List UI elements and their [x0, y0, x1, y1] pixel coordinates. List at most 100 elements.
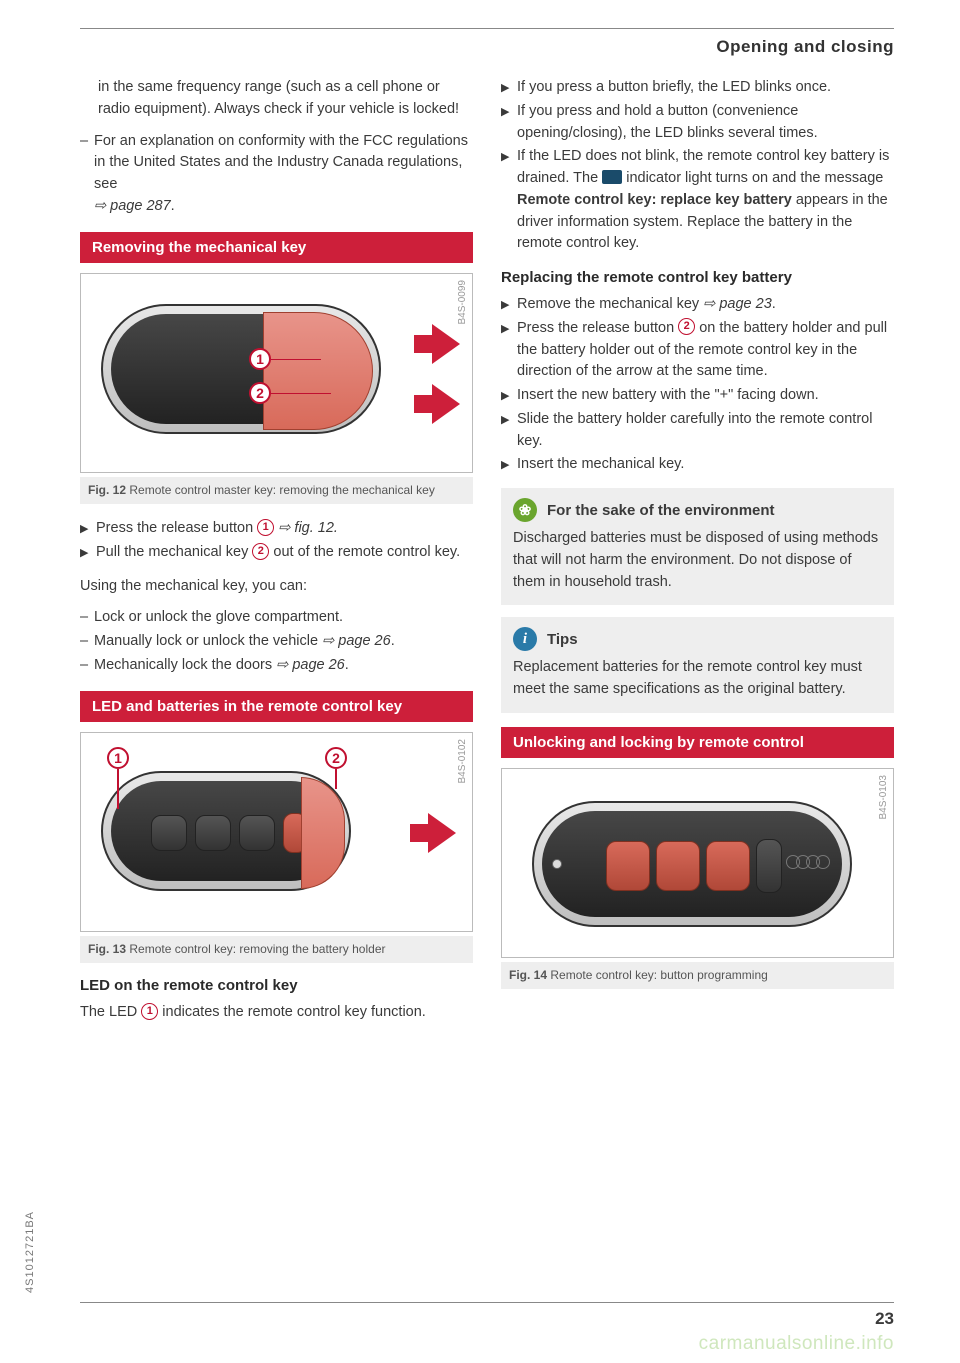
tips-head-text: Tips — [547, 631, 578, 648]
use2-a: Manually lock or unlock the vehicle — [94, 633, 322, 649]
b-item-1: ▶ Remove the mechanical key ⇨ page 23. — [501, 294, 894, 316]
fig13-callout-1-line — [117, 769, 119, 809]
heading-unlocking: Unlocking and locking by remote control — [501, 727, 894, 758]
fig14-caption-text: Remote control key: button programming — [550, 968, 767, 982]
intro-paragraph: in the same frequency range (such as a c… — [80, 77, 473, 121]
b3-text: Insert the new battery with the "+" faci… — [517, 385, 819, 407]
intro-dash-body: For an explanation on conformity with th… — [94, 133, 468, 193]
right-column: ▶ If you press a button briefly, the LED… — [501, 77, 894, 1034]
use2-ref: ⇨ page 26 — [322, 633, 391, 649]
fig13-callout-2: 2 — [325, 747, 347, 769]
leaf-icon: ❀ — [513, 498, 537, 522]
fig13-battery-cap — [301, 777, 345, 889]
step1-a: Press the release button — [96, 520, 257, 536]
fig13-arrow — [428, 813, 456, 853]
dash-bullet: – — [80, 131, 94, 218]
circled-1-b: 1 — [141, 1003, 158, 1020]
intro-dash-item: – For an explanation on conformity with … — [80, 131, 473, 218]
fig14-label: Fig. 14 — [509, 968, 547, 982]
keyfob-red-cap — [263, 312, 373, 430]
key-indicator-icon — [602, 170, 622, 184]
fig12-label: Fig. 12 — [88, 483, 126, 497]
b5-text: Insert the mechanical key. — [517, 454, 684, 476]
circled-1: 1 — [257, 519, 274, 536]
figure-13-caption: Fig. 13 Remote control key: removing the… — [80, 936, 473, 964]
b1-ref: ⇨ page 23 — [703, 296, 772, 312]
fig14-btn-panic — [756, 839, 782, 893]
use-item-3: – Mechanically lock the doors ⇨ page 26. — [80, 655, 473, 677]
tips-note: i Tips Replacement batteries for the rem… — [501, 617, 894, 713]
figure-14-caption: Fig. 14 Remote control key: button progr… — [501, 962, 894, 990]
r1-text: If you press a button briefly, the LED b… — [517, 77, 831, 99]
b4-text: Slide the battery holder carefully into … — [517, 409, 894, 453]
figure-12-caption: Fig. 12 Remote control master key: remov… — [80, 477, 473, 505]
tips-head: i Tips — [513, 627, 882, 651]
heading-led-batteries: LED and batteries in the remote control … — [80, 691, 473, 722]
environment-note: ❀ For the sake of the environment Discha… — [501, 488, 894, 605]
keyfob-illustration — [101, 304, 381, 434]
step2-a: Pull the mechanical key — [96, 544, 252, 560]
r2-text: If you press and hold a button (convenie… — [517, 101, 894, 145]
step2-b: out of the remote control key. — [269, 544, 460, 560]
fig12-caption-text: Remote control master key: removing the … — [129, 483, 434, 497]
using-intro: Using the mechanical key, you can: — [80, 576, 473, 598]
fig12-arrow-1 — [432, 324, 460, 364]
b-item-4: ▶ Slide the battery holder carefully int… — [501, 409, 894, 453]
figure-13-id: B4S-0102 — [457, 739, 468, 783]
env-head-text: For the sake of the environment — [547, 502, 775, 519]
fig14-btn-trunk — [656, 841, 700, 891]
audi-rings-icon — [790, 855, 830, 869]
b2-a: Press the release button — [517, 320, 678, 336]
circled-2: 2 — [252, 543, 269, 560]
fig13-keyfob — [101, 771, 351, 891]
subhead-replacing: Replacing the remote control key battery — [501, 269, 894, 286]
figure-14: B4S-0103 ▶ — [501, 768, 894, 958]
use3-ref: ⇨ page 26 — [276, 657, 345, 673]
figure-12: B4S-0099 1 2 — [80, 273, 473, 473]
document-code: 4S1012721BA — [24, 1211, 36, 1293]
led-paragraph: The LED 1 indicates the remote control k… — [80, 1002, 473, 1024]
callout-2-line — [271, 393, 331, 395]
b-item-3: ▶ Insert the new battery with the "+" fa… — [501, 385, 894, 407]
page-number: 23 — [875, 1309, 894, 1329]
r-item-2: ▶ If you press and hold a button (conven… — [501, 101, 894, 145]
section-title: Opening and closing — [80, 37, 894, 57]
r-item-1: ▶ If you press a button briefly, the LED… — [501, 77, 894, 99]
watermark: carmanualsonline.info — [699, 1333, 894, 1355]
callout-1: 1 — [249, 348, 271, 370]
r-item-3: ▶ If the LED does not blink, the remote … — [501, 146, 894, 255]
header-rule — [80, 28, 894, 29]
figure-13: B4S-0102 1 2 — [80, 732, 473, 932]
intro-dash-text: For an explanation on conformity with th… — [94, 131, 473, 218]
circled-2-b: 2 — [678, 318, 695, 335]
page-ref-287: ⇨ page 287 — [94, 198, 171, 214]
fig14-btn-lock — [606, 841, 650, 891]
fig14-led — [552, 859, 562, 869]
led-a: The LED — [80, 1004, 141, 1020]
step-press-release: ▶ Press the release button 1 ⇨ fig. 12. — [80, 518, 473, 540]
callout-1-line — [271, 359, 321, 361]
fig13-callout-2-line — [335, 769, 337, 789]
fig14-btn-unlock — [706, 841, 750, 891]
key-btn-unlock — [239, 815, 275, 851]
callout-2: 2 — [249, 382, 271, 404]
key-btn-trunk — [195, 815, 231, 851]
b-item-2: ▶ Press the release button 2 on the batt… — [501, 318, 894, 383]
fig13-label: Fig. 13 — [88, 942, 126, 956]
use3-a: Mechanically lock the doors — [94, 657, 276, 673]
environment-head: ❀ For the sake of the environment — [513, 498, 882, 522]
r3-b: indicator light turns on and the message — [622, 170, 883, 186]
heading-removing-key: Removing the mechanical key — [80, 232, 473, 263]
subhead-led: LED on the remote control key — [80, 977, 473, 994]
step-pull-key: ▶ Pull the mechanical key 2 out of the r… — [80, 542, 473, 564]
figure-12-id: B4S-0099 — [457, 280, 468, 324]
key-btn-lock — [151, 815, 187, 851]
fig13-callout-1: 1 — [107, 747, 129, 769]
fig14-keyfob — [532, 801, 852, 927]
left-column: in the same frequency range (such as a c… — [80, 77, 473, 1034]
led-b: indicates the remote control key functio… — [158, 1004, 426, 1020]
figure-14-id: B4S-0103 — [878, 775, 889, 819]
b1-a: Remove the mechanical key — [517, 296, 703, 312]
footer-rule — [80, 1302, 894, 1303]
r3-bold: Remote control key: replace key battery — [517, 192, 792, 208]
